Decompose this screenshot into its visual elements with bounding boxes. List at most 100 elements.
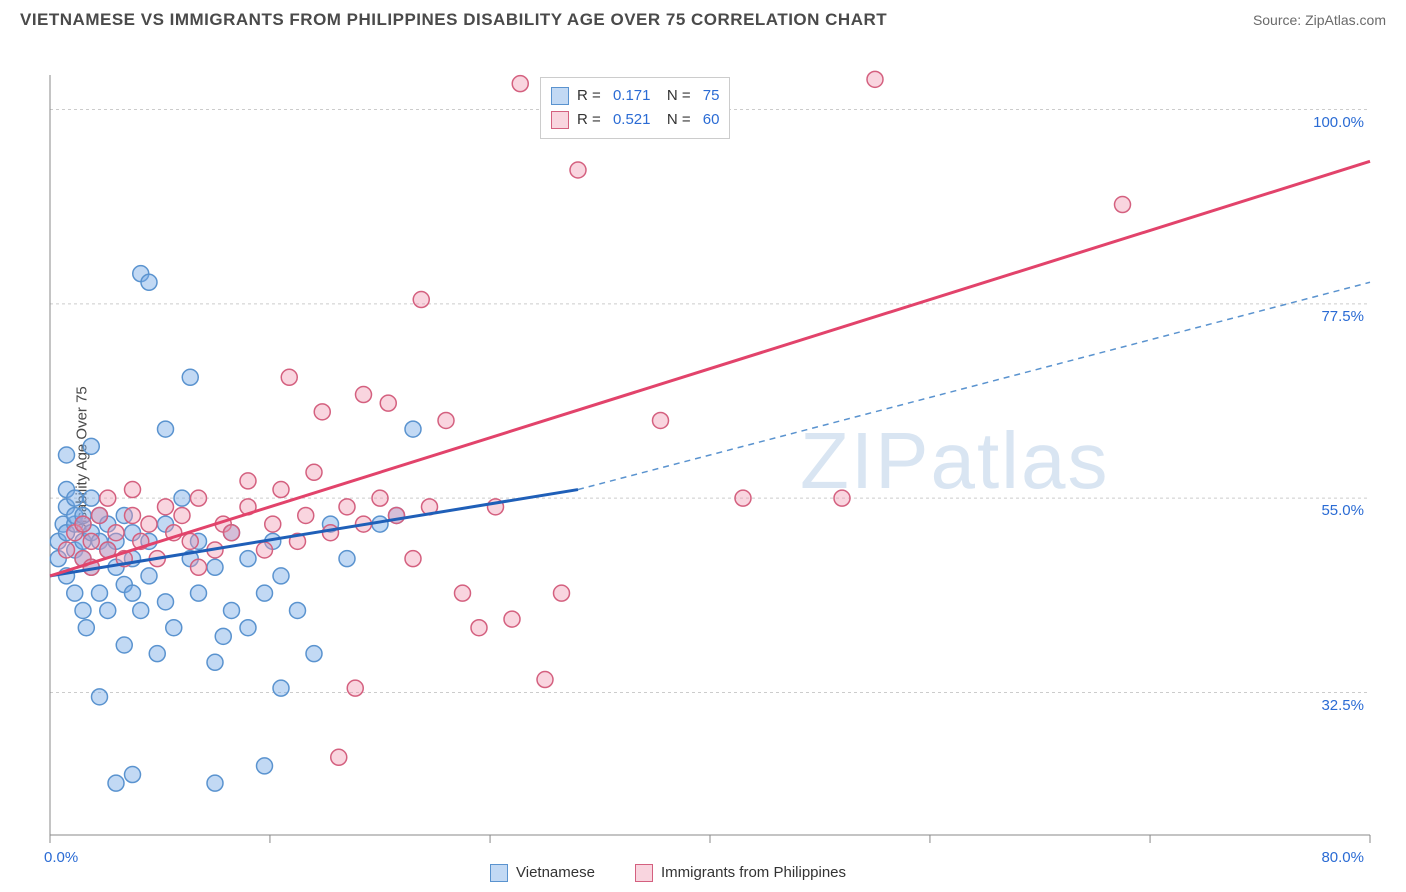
legend-swatch <box>490 864 508 882</box>
data-point <box>281 369 297 385</box>
data-point <box>166 620 182 636</box>
data-point <box>554 585 570 601</box>
data-point <box>83 533 99 549</box>
data-point <box>100 490 116 506</box>
y-tick-label: 32.5% <box>1321 697 1364 714</box>
data-point <box>141 568 157 584</box>
data-point <box>108 775 124 791</box>
legend-swatch <box>635 864 653 882</box>
legend-swatch <box>551 87 569 105</box>
data-point <box>405 421 421 437</box>
data-point <box>339 499 355 515</box>
data-point <box>174 507 190 523</box>
legend-n-label: N = <box>658 108 694 132</box>
y-tick-label: 55.0% <box>1321 502 1364 519</box>
data-point <box>207 559 223 575</box>
data-point <box>240 473 256 489</box>
data-point <box>141 274 157 290</box>
stats-legend: R = 0.171 N = 75R = 0.521 N = 60 <box>540 77 730 139</box>
data-point <box>83 490 99 506</box>
data-point <box>323 525 339 541</box>
data-point <box>75 516 91 532</box>
data-point <box>78 620 94 636</box>
data-point <box>125 482 141 498</box>
data-point <box>174 490 190 506</box>
data-point <box>347 680 363 696</box>
data-point <box>356 387 372 403</box>
data-point <box>405 551 421 567</box>
legend-r-label: R = <box>577 84 605 108</box>
chart-container: Disability Age Over 75 ZIPatlas R = 0.17… <box>0 35 1406 885</box>
data-point <box>100 602 116 618</box>
legend-n-value: 75 <box>703 84 720 108</box>
data-point <box>471 620 487 636</box>
data-point <box>257 585 273 601</box>
data-point <box>537 672 553 688</box>
data-point <box>290 602 306 618</box>
series-legend-item: Immigrants from Philippines <box>635 861 846 885</box>
x-tick-label: 0.0% <box>44 849 78 866</box>
stats-legend-row: R = 0.171 N = 75 <box>551 84 719 108</box>
series-legend-item: Vietnamese <box>490 861 595 885</box>
legend-n-value: 60 <box>703 108 720 132</box>
data-point <box>224 602 240 618</box>
data-point <box>67 585 83 601</box>
y-tick-label: 77.5% <box>1321 308 1364 325</box>
trend-line-extension <box>578 282 1370 489</box>
data-point <box>83 438 99 454</box>
data-point <box>331 749 347 765</box>
data-point <box>306 646 322 662</box>
data-point <box>380 395 396 411</box>
data-point <box>867 71 883 87</box>
data-point <box>108 525 124 541</box>
data-point <box>504 611 520 627</box>
data-point <box>224 525 240 541</box>
data-point <box>158 499 174 515</box>
data-point <box>182 369 198 385</box>
data-point <box>158 421 174 437</box>
data-point <box>512 76 528 92</box>
data-point <box>67 490 83 506</box>
scatter-chart <box>0 35 1406 885</box>
data-point <box>59 542 75 558</box>
x-tick-label: 80.0% <box>1321 849 1364 866</box>
data-point <box>149 646 165 662</box>
data-point <box>141 516 157 532</box>
series-legend-label: Vietnamese <box>516 861 595 885</box>
data-point <box>133 602 149 618</box>
data-point <box>191 585 207 601</box>
data-point <box>215 628 231 644</box>
data-point <box>273 482 289 498</box>
data-point <box>438 412 454 428</box>
data-point <box>339 551 355 567</box>
data-point <box>240 551 256 567</box>
legend-n-label: N = <box>658 84 694 108</box>
chart-title: VIETNAMESE VS IMMIGRANTS FROM PHILIPPINE… <box>20 10 887 30</box>
chart-header: VIETNAMESE VS IMMIGRANTS FROM PHILIPPINE… <box>0 0 1406 35</box>
series-legend-label: Immigrants from Philippines <box>661 861 846 885</box>
data-point <box>182 533 198 549</box>
data-point <box>834 490 850 506</box>
data-point <box>92 507 108 523</box>
data-point <box>125 767 141 783</box>
data-point <box>92 689 108 705</box>
data-point <box>455 585 471 601</box>
data-point <box>653 412 669 428</box>
legend-r-value: 0.521 <box>613 108 651 132</box>
data-point <box>265 516 281 532</box>
trend-line <box>50 161 1370 576</box>
data-point <box>413 292 429 308</box>
data-point <box>257 542 273 558</box>
series-legend: Vietnamese Immigrants from Philippines <box>490 861 846 885</box>
data-point <box>273 568 289 584</box>
data-point <box>92 585 108 601</box>
y-tick-label: 100.0% <box>1313 114 1364 131</box>
data-point <box>306 464 322 480</box>
legend-r-label: R = <box>577 108 605 132</box>
data-point <box>240 620 256 636</box>
data-point <box>207 654 223 670</box>
data-point <box>1115 197 1131 213</box>
data-point <box>116 637 132 653</box>
data-point <box>125 585 141 601</box>
data-point <box>125 507 141 523</box>
